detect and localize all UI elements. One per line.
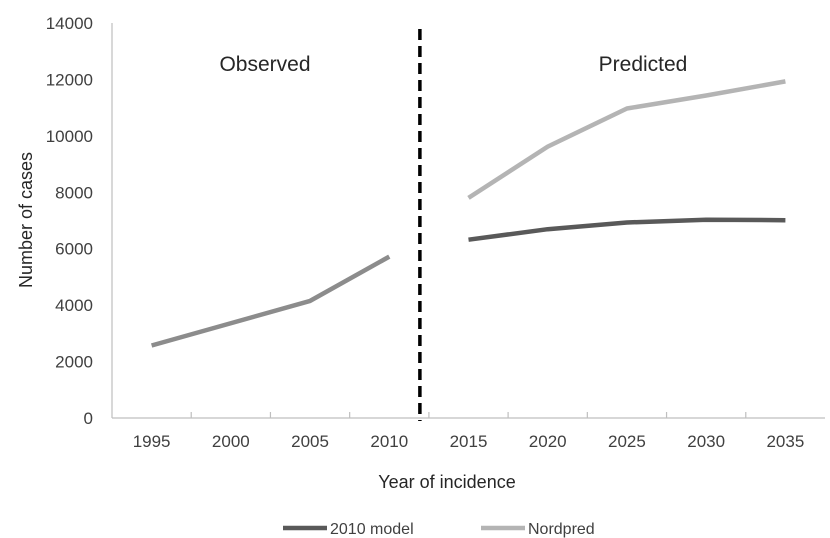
x-tick-label: 2005 [291, 432, 329, 451]
y-tick-label: 2000 [55, 353, 93, 372]
y-tick-label: 12000 [46, 70, 93, 89]
x-tick-label: 2015 [450, 432, 488, 451]
predicted-label: Predicted [599, 53, 688, 76]
x-tick-label: 2000 [212, 432, 250, 451]
x-tick-label: 2025 [608, 432, 646, 451]
y-tick-label: 4000 [55, 296, 93, 315]
y-tick-label: 0 [84, 409, 93, 428]
x-tick-label: 1995 [133, 432, 171, 451]
y-axis-ticks: 0 2000 4000 6000 8000 10000 12000 14000 [46, 14, 93, 428]
x-axis-title: Year of incidence [378, 472, 515, 492]
legend-label: 2010 model [330, 521, 414, 538]
observed-label: Observed [219, 53, 310, 76]
legend-item-nordpred: Nordpred [481, 521, 595, 538]
series-line-2010-model [468, 217, 786, 242]
y-tick-label: 6000 [55, 240, 93, 259]
legend-label: Nordpred [528, 521, 595, 538]
y-tick-label: 10000 [46, 127, 93, 146]
legend-item-2010-model: 2010 model [283, 521, 414, 538]
series-lines [150, 79, 786, 348]
observed-series-line [150, 254, 391, 348]
y-axis-title: Number of cases [16, 152, 36, 288]
x-tick-label: 2020 [529, 432, 567, 451]
x-tick-label: 2035 [766, 432, 804, 451]
legend: 2010 model Nordpred [283, 521, 595, 538]
x-tick-label: 2010 [370, 432, 408, 451]
x-axis-ticks: 1995 2000 2005 2010 2015 2020 2025 2030 2035 [133, 412, 804, 451]
y-tick-label: 14000 [46, 14, 93, 33]
series-line-nordpred [467, 79, 786, 200]
x-tick-label: 2030 [687, 432, 725, 451]
y-tick-label: 8000 [55, 183, 93, 202]
